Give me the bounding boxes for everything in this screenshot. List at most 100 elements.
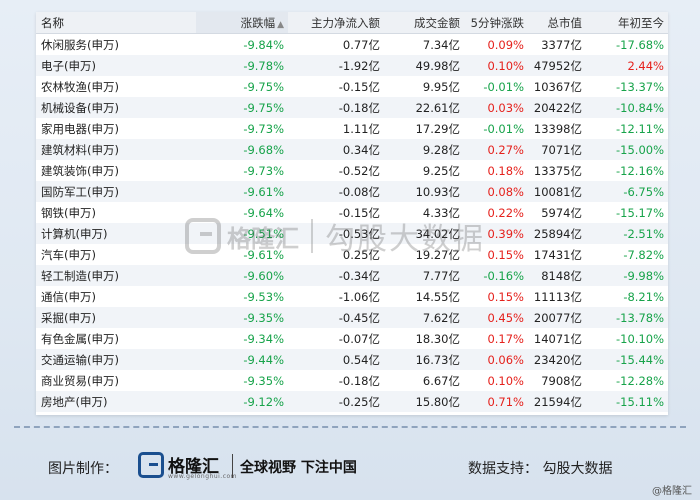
cell-name: 电子(申万) — [36, 55, 196, 76]
cell-volume: 7.62亿 — [384, 307, 464, 328]
cell-volume: 16.73亿 — [384, 349, 464, 370]
cell-name: 家用电器(申万) — [36, 118, 196, 139]
cell-net-inflow: 0.25亿 — [288, 244, 384, 265]
header-change[interactable]: 涨跌幅 ▲ — [196, 12, 288, 34]
table-body: 休闲服务(申万) -9.84% 0.77亿 7.34亿 0.09% 3377亿 -17.68… — [36, 33, 668, 412]
header-ytd[interactable]: 年初至今 — [586, 12, 668, 34]
cell-change: -9.73% — [196, 160, 288, 181]
cell-change: -9.12% — [196, 391, 288, 412]
table-row[interactable]: 通信(申万) -9.53% -1.06亿 14.55亿 0.15% 11113亿 -8.21… — [36, 286, 668, 307]
cell-five-min: -0.01% — [464, 118, 528, 139]
cell-net-inflow: 0.54亿 — [288, 349, 384, 370]
cell-five-min: 0.15% — [464, 244, 528, 265]
cell-change: -9.61% — [196, 244, 288, 265]
cell-name: 轻工制造(申万) — [36, 265, 196, 286]
cell-market-cap: 7908亿 — [528, 370, 586, 391]
cell-market-cap: 8148亿 — [528, 265, 586, 286]
header-five-min[interactable]: 5分钟涨跌 — [464, 12, 528, 34]
cell-net-inflow: -0.15亿 — [288, 202, 384, 223]
cell-volume: 9.25亿 — [384, 160, 464, 181]
cell-ytd: -12.11% — [586, 118, 668, 139]
cell-market-cap: 47952亿 — [528, 55, 586, 76]
table-row[interactable]: 农林牧渔(申万) -9.75% -0.15亿 9.95亿 -0.01% 10367亿 -13… — [36, 76, 668, 97]
cell-volume: 17.29亿 — [384, 118, 464, 139]
table-row[interactable]: 钢铁(申万) -9.64% -0.15亿 4.33亿 0.22% 5974亿 -15.17% — [36, 202, 668, 223]
cell-ytd: -15.11% — [586, 391, 668, 412]
cell-change: -9.73% — [196, 118, 288, 139]
table-row[interactable]: 家用电器(申万) -9.73% 1.11亿 17.29亿 -0.01% 13398亿 -12… — [36, 118, 668, 139]
cell-five-min: 0.08% — [464, 181, 528, 202]
cell-name: 交通运输(申万) — [36, 349, 196, 370]
table-row[interactable]: 采掘(申万) -9.35% -0.45亿 7.62亿 0.45% 20077亿 -13.78… — [36, 307, 668, 328]
table-row[interactable]: 机械设备(申万) -9.75% -0.18亿 22.61亿 0.03% 20422亿 -10… — [36, 97, 668, 118]
cell-ytd: -6.75% — [586, 181, 668, 202]
cell-volume: 15.80亿 — [384, 391, 464, 412]
cell-five-min: -0.16% — [464, 265, 528, 286]
cell-five-min: 0.71% — [464, 391, 528, 412]
cell-change: -9.84% — [196, 33, 288, 55]
cell-five-min: 0.18% — [464, 160, 528, 181]
cell-market-cap: 10367亿 — [528, 76, 586, 97]
cell-ytd: -10.10% — [586, 328, 668, 349]
cell-change: -9.53% — [196, 286, 288, 307]
cell-name: 休闲服务(申万) — [36, 33, 196, 55]
cell-ytd: -10.84% — [586, 97, 668, 118]
cell-ytd: -2.51% — [586, 223, 668, 244]
table-row[interactable]: 休闲服务(申万) -9.84% 0.77亿 7.34亿 0.09% 3377亿 -17.68… — [36, 33, 668, 55]
table-row[interactable]: 轻工制造(申万) -9.60% -0.34亿 7.77亿 -0.16% 8148亿 -9.9… — [36, 265, 668, 286]
cell-change: -9.78% — [196, 55, 288, 76]
cell-ytd: -15.17% — [586, 202, 668, 223]
cell-name: 通信(申万) — [36, 286, 196, 307]
header-volume[interactable]: 成交金额 — [384, 12, 464, 34]
table-row[interactable]: 商业贸易(申万) -9.35% -0.18亿 6.67亿 0.10% 7908亿 -12.2… — [36, 370, 668, 391]
table-row[interactable]: 交通运输(申万) -9.44% 0.54亿 16.73亿 0.06% 23420亿 -15.… — [36, 349, 668, 370]
table-row[interactable]: 建筑装饰(申万) -9.73% -0.52亿 9.25亿 0.18% 13375亿 -12.… — [36, 160, 668, 181]
cell-net-inflow: -0.18亿 — [288, 97, 384, 118]
cell-five-min: 0.22% — [464, 202, 528, 223]
cell-five-min: 0.17% — [464, 328, 528, 349]
cell-net-inflow: -0.52亿 — [288, 160, 384, 181]
header-net-inflow[interactable]: 主力净流入额 — [288, 12, 384, 34]
cell-ytd: -15.00% — [586, 139, 668, 160]
corner-watermark: @格隆汇 — [652, 486, 692, 497]
cell-market-cap: 5974亿 — [528, 202, 586, 223]
table-row[interactable]: 国防军工(申万) -9.61% -0.08亿 10.93亿 0.08% 10081亿 -6.… — [36, 181, 668, 202]
cell-market-cap: 25894亿 — [528, 223, 586, 244]
cell-net-inflow: -0.34亿 — [288, 265, 384, 286]
header-market-cap[interactable]: 总市值 — [528, 12, 586, 34]
footer-brand-url: www.gelonghui.com — [168, 473, 238, 480]
cell-name: 钢铁(申万) — [36, 202, 196, 223]
header-name[interactable]: 名称 — [36, 12, 196, 34]
cell-change: -9.68% — [196, 139, 288, 160]
cell-ytd: -17.68% — [586, 33, 668, 55]
cell-name: 建筑材料(申万) — [36, 139, 196, 160]
cell-market-cap: 23420亿 — [528, 349, 586, 370]
cell-ytd: -9.98% — [586, 265, 668, 286]
table-row[interactable]: 电子(申万) -9.78% -1.92亿 49.98亿 0.10% 47952亿 2.44% — [36, 55, 668, 76]
cell-five-min: 0.10% — [464, 55, 528, 76]
cell-market-cap: 10081亿 — [528, 181, 586, 202]
table-row[interactable]: 有色金属(申万) -9.34% -0.07亿 18.30亿 0.17% 14071亿 -10… — [36, 328, 668, 349]
table-row[interactable]: 建筑材料(申万) -9.68% 0.34亿 9.28亿 0.27% 7071亿 -15.00… — [36, 139, 668, 160]
table-row[interactable]: 计算机(申万) -9.51% -0.53亿 34.02亿 0.39% 25894亿 -2.5… — [36, 223, 668, 244]
cell-five-min: -0.01% — [464, 76, 528, 97]
cell-volume: 7.77亿 — [384, 265, 464, 286]
table-row[interactable]: 房地产(申万) -9.12% -0.25亿 15.80亿 0.71% 21594亿 -15.… — [36, 391, 668, 412]
cell-market-cap: 13375亿 — [528, 160, 586, 181]
cell-five-min: 0.15% — [464, 286, 528, 307]
cell-change: -9.35% — [196, 370, 288, 391]
cell-market-cap: 20422亿 — [528, 97, 586, 118]
cell-market-cap: 3377亿 — [528, 33, 586, 55]
cell-change: -9.75% — [196, 76, 288, 97]
cell-net-inflow: 0.77亿 — [288, 33, 384, 55]
footer-slogan: 全球视野 下注中国 — [240, 460, 357, 476]
cell-five-min: 0.03% — [464, 97, 528, 118]
cell-name: 计算机(申万) — [36, 223, 196, 244]
cell-name: 有色金属(申万) — [36, 328, 196, 349]
cell-ytd: -13.37% — [586, 76, 668, 97]
cell-market-cap: 13398亿 — [528, 118, 586, 139]
cell-name: 建筑装饰(申万) — [36, 160, 196, 181]
table-row[interactable]: 汽车(申万) -9.61% 0.25亿 19.27亿 0.15% 17431亿 -7.82% — [36, 244, 668, 265]
cell-net-inflow: 0.34亿 — [288, 139, 384, 160]
cell-volume: 14.55亿 — [384, 286, 464, 307]
